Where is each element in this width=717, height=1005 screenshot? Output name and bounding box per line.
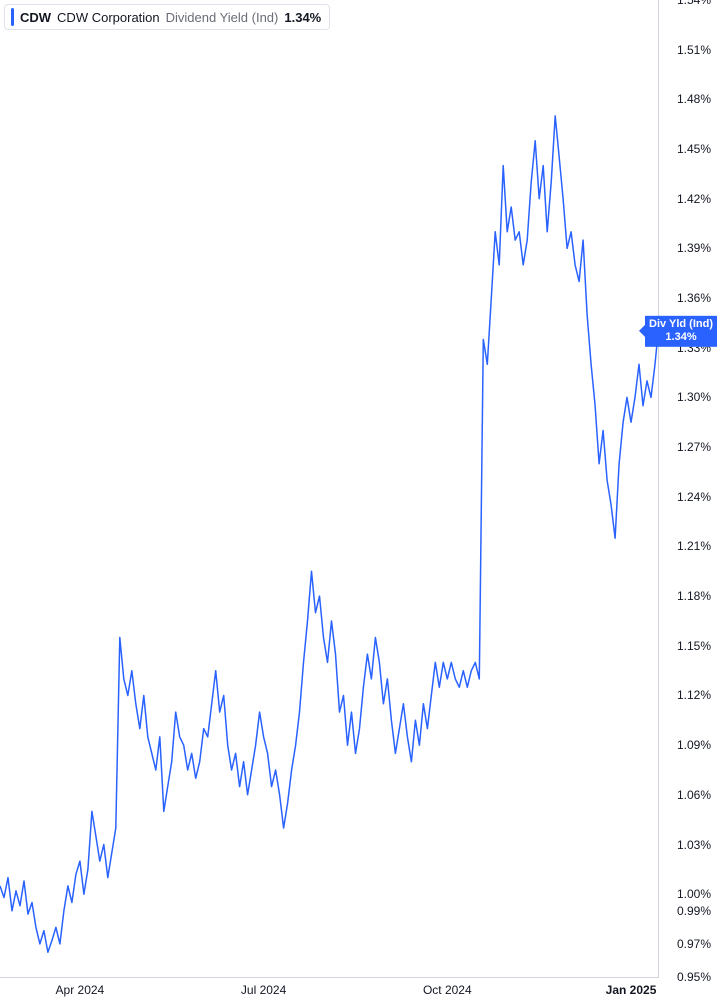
x-tick-label: Jan 2025 bbox=[606, 983, 657, 997]
y-tick-label: 0.99% bbox=[677, 904, 711, 918]
y-tick-label: 1.12% bbox=[677, 688, 711, 702]
y-tick-label: 1.18% bbox=[677, 589, 711, 603]
y-tick-label: 0.97% bbox=[677, 937, 711, 951]
y-tick-label: 1.51% bbox=[677, 43, 711, 57]
line-chart-plot[interactable] bbox=[0, 0, 659, 977]
y-tick-label: 1.00% bbox=[677, 887, 711, 901]
y-tick-label: 1.06% bbox=[677, 788, 711, 802]
legend-ticker: CDW bbox=[20, 10, 51, 25]
y-tick-label: 1.36% bbox=[677, 291, 711, 305]
legend-box[interactable]: CDW CDW Corporation Dividend Yield (Ind)… bbox=[4, 4, 330, 30]
legend-metric-label: Dividend Yield (Ind) bbox=[166, 10, 279, 25]
y-tick-label: 1.27% bbox=[677, 440, 711, 454]
x-tick-label: Jul 2024 bbox=[241, 983, 286, 997]
current-value-flag: Div Yld (Ind) 1.34% bbox=[645, 316, 717, 346]
x-tick-label: Apr 2024 bbox=[56, 983, 105, 997]
legend-company-name: CDW Corporation bbox=[57, 10, 160, 25]
y-tick-label: 0.95% bbox=[677, 970, 711, 984]
y-tick-label: 1.39% bbox=[677, 241, 711, 255]
y-tick-label: 1.09% bbox=[677, 738, 711, 752]
x-axis-line bbox=[0, 977, 659, 978]
value-flag-label: Div Yld (Ind) bbox=[649, 318, 713, 331]
value-flag-value: 1.34% bbox=[649, 331, 713, 344]
y-axis[interactable]: 1.54%1.51%1.48%1.45%1.42%1.39%1.36%1.33%… bbox=[659, 0, 717, 977]
y-tick-label: 1.30% bbox=[677, 390, 711, 404]
y-tick-label: 1.15% bbox=[677, 639, 711, 653]
y-tick-label: 1.24% bbox=[677, 490, 711, 504]
x-axis[interactable]: Apr 2024 Jul 2024 Oct 2024 Jan 2025 bbox=[0, 977, 659, 1005]
y-tick-label: 1.21% bbox=[677, 539, 711, 553]
x-tick-label: Oct 2024 bbox=[423, 983, 472, 997]
y-tick-label: 1.45% bbox=[677, 142, 711, 156]
y-tick-label: 1.54% bbox=[677, 0, 711, 7]
legend-accent-bar bbox=[11, 8, 14, 26]
chart-container: CDW CDW Corporation Dividend Yield (Ind)… bbox=[0, 0, 717, 1005]
dividend-yield-line bbox=[0, 116, 659, 952]
y-tick-label: 1.03% bbox=[677, 838, 711, 852]
y-tick-label: 1.48% bbox=[677, 92, 711, 106]
y-tick-label: 1.42% bbox=[677, 192, 711, 206]
legend-current-value: 1.34% bbox=[284, 10, 321, 25]
